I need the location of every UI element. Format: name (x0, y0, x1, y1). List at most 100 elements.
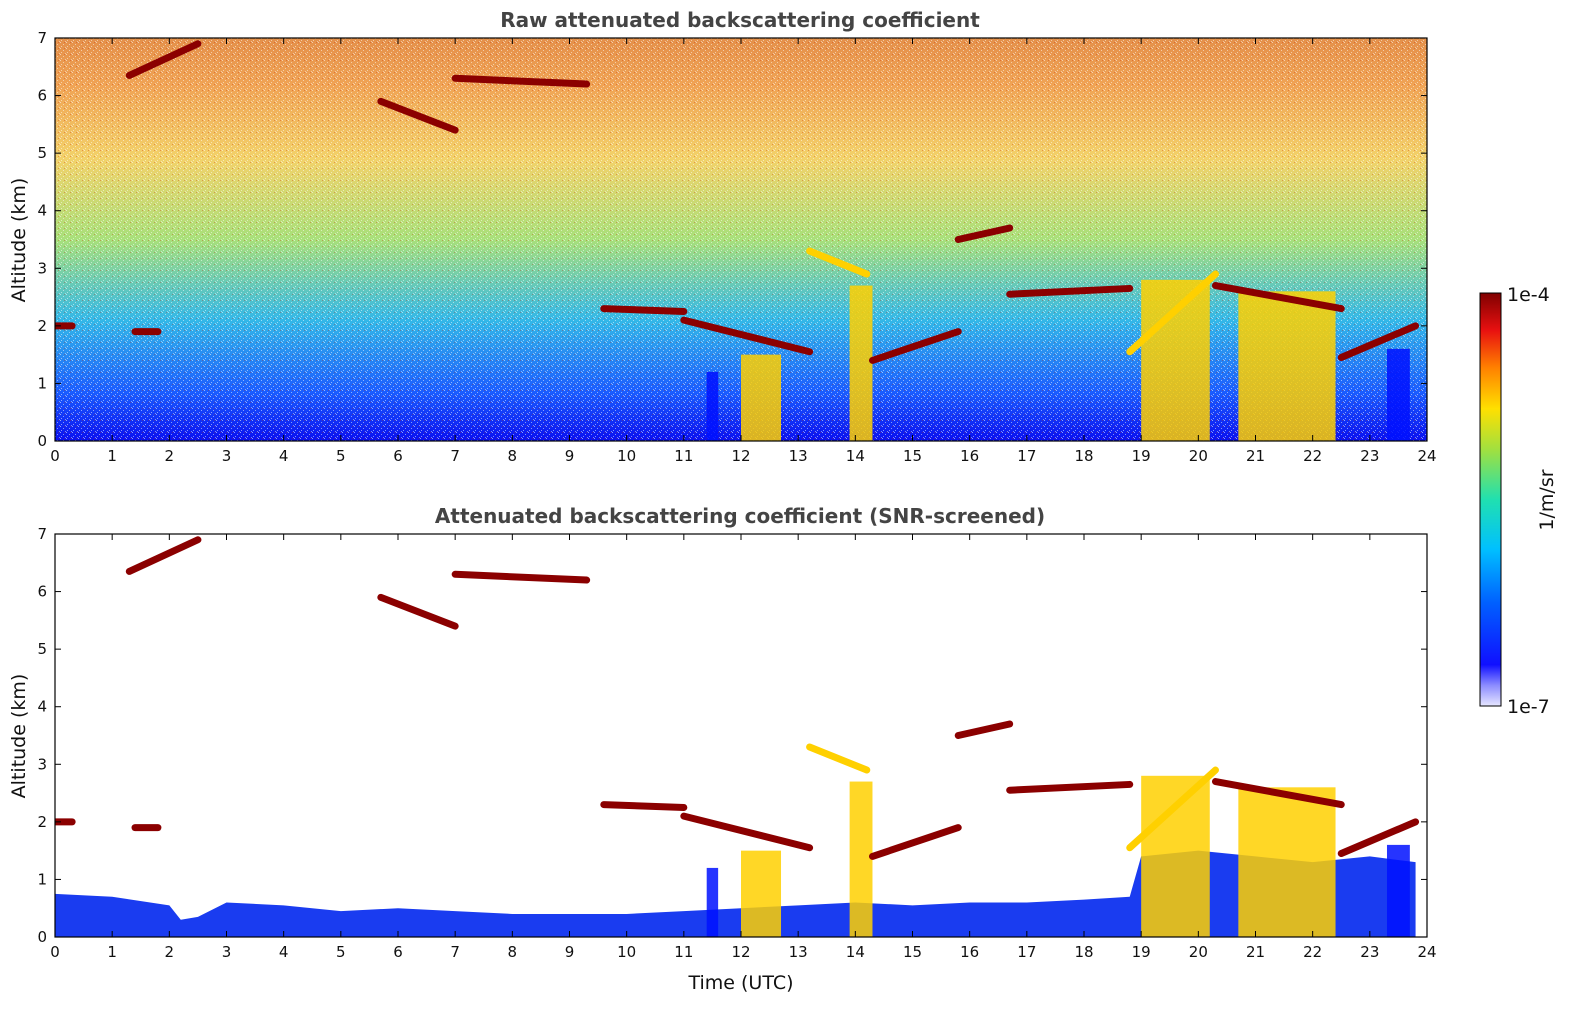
colorbar-unit-label: 1/m/sr (1536, 469, 1558, 530)
precipitation-column (706, 371, 719, 441)
cloud-layer (1006, 284, 1134, 298)
cloud-layer (806, 743, 871, 774)
raw-x-axis: 0 1 2 3 4 5 6 7 8 9 10 11 12 13 14 15 16 17 18 19 20 21 22 23 24 (50, 38, 1437, 465)
y-tick-label: 4 (37, 202, 47, 220)
precipitation-column (1141, 279, 1210, 441)
x-tick-label: 7 (450, 943, 460, 961)
x-tick-label: 12 (731, 943, 750, 961)
screened-y-axis: 0 1 2 3 4 5 6 7 (37, 525, 1427, 946)
x-tick-label: 17 (1017, 447, 1036, 465)
x-tick-label: 2 (165, 943, 175, 961)
x-axis-label: Time (UTC) (687, 972, 793, 994)
x-tick-label: 24 (1417, 447, 1436, 465)
x-tick-label: 14 (846, 943, 865, 961)
x-tick-label: 19 (1132, 447, 1151, 465)
x-tick-label: 2 (165, 447, 175, 465)
cloud-layer (451, 570, 591, 584)
x-tick-label: 4 (279, 943, 289, 961)
cloud-layer (806, 247, 871, 278)
x-tick-label: 11 (674, 447, 693, 465)
cloud-layer (1337, 818, 1420, 858)
x-tick-label: 18 (1074, 943, 1093, 961)
x-tick-label: 6 (393, 447, 403, 465)
cloud-layer (1337, 322, 1420, 362)
y-tick-label: 7 (37, 29, 47, 47)
y-tick-label: 1 (37, 374, 47, 392)
cloud-layer (1126, 270, 1219, 356)
screened-x-axis: 0 1 2 3 4 5 6 7 8 9 10 11 12 13 14 15 16 17 18 19 20 21 22 23 24 (50, 534, 1437, 961)
colorbar-scale (1479, 292, 1502, 707)
raw-y-axis-label: Altitude (km) (8, 178, 30, 303)
cloud-layer (868, 824, 962, 860)
x-tick-label: 4 (279, 447, 289, 465)
x-tick-label: 9 (565, 447, 575, 465)
x-tick-label: 8 (508, 447, 518, 465)
x-tick-label: 7 (450, 447, 460, 465)
y-tick-label: 3 (37, 755, 47, 773)
x-tick-label: 16 (960, 943, 979, 961)
screened-y-axis-label: Altitude (km) (8, 674, 30, 799)
cloud-layer (954, 720, 1014, 739)
y-tick-label: 0 (37, 432, 47, 450)
precipitation-column (741, 354, 782, 441)
cloud-layer (451, 74, 591, 88)
x-tick-label: 16 (960, 447, 979, 465)
cloud-layer (1006, 780, 1134, 794)
precipitation-column (849, 781, 873, 937)
x-tick-label: 5 (336, 447, 346, 465)
screened-plot-area (55, 534, 1427, 937)
x-tick-label: 1 (107, 447, 117, 465)
precipitation-column (1238, 787, 1336, 937)
x-tick-label: 23 (1360, 447, 1379, 465)
x-tick-label: 0 (50, 447, 60, 465)
precipitation-column (1386, 348, 1410, 441)
x-tick-label: 15 (903, 447, 922, 465)
x-tick-label: 24 (1417, 943, 1436, 961)
colorbar-min-label: 1e-7 (1507, 696, 1550, 718)
precipitation-column (706, 867, 719, 937)
x-tick-label: 0 (50, 943, 60, 961)
x-tick-label: 18 (1074, 447, 1093, 465)
x-tick-label: 22 (1303, 447, 1322, 465)
y-tick-label: 0 (37, 928, 47, 946)
screened-panel: Attenuated backscattering coefficient (S… (8, 504, 1437, 994)
cloud-layer (1211, 778, 1345, 809)
boundary-layer-region (55, 850, 1416, 937)
x-tick-label: 11 (674, 943, 693, 961)
cloud-layer (600, 801, 688, 811)
y-tick-label: 3 (37, 259, 47, 277)
x-tick-label: 5 (336, 943, 346, 961)
precipitation-column (741, 850, 782, 937)
x-tick-label: 21 (1246, 943, 1265, 961)
x-tick-label: 20 (1189, 447, 1208, 465)
x-tick-label: 22 (1303, 943, 1322, 961)
x-tick-label: 3 (222, 943, 232, 961)
y-tick-label: 1 (37, 870, 47, 888)
cloud-layer (1126, 766, 1219, 852)
y-tick-label: 2 (37, 813, 47, 831)
x-tick-label: 21 (1246, 447, 1265, 465)
raw-cloud-layers (55, 40, 1420, 441)
x-tick-label: 1 (107, 943, 117, 961)
screened-cloud-layers (55, 536, 1420, 937)
y-tick-label: 5 (37, 640, 47, 658)
cloud-layer (125, 536, 202, 575)
x-tick-label: 13 (789, 943, 808, 961)
y-tick-label: 4 (37, 698, 47, 716)
raw-y-axis: 0 1 2 3 4 5 6 7 (37, 29, 1427, 450)
colorbar: 1e-4 1e-7 1/m/sr (1479, 284, 1558, 718)
cloud-layer (125, 40, 202, 79)
x-tick-label: 17 (1017, 943, 1036, 961)
cloud-layer (954, 224, 1014, 243)
x-tick-label: 8 (508, 943, 518, 961)
cloud-layer (1211, 282, 1345, 313)
y-tick-label: 6 (37, 87, 47, 105)
screened-panel-title: Attenuated backscattering coefficient (S… (435, 504, 1045, 528)
cloud-layer (868, 328, 962, 364)
cloud-layer (680, 812, 814, 852)
x-tick-label: 20 (1189, 943, 1208, 961)
y-tick-label: 7 (37, 525, 47, 543)
precipitation-column (849, 285, 873, 441)
x-tick-label: 6 (393, 943, 403, 961)
